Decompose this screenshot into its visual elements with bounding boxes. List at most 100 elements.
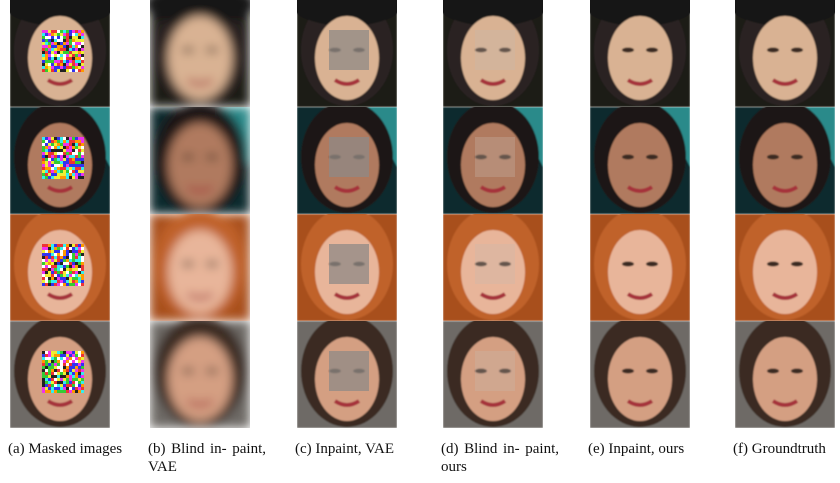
noise (48, 369, 51, 372)
noise (48, 60, 51, 63)
noise (63, 143, 66, 146)
noise (69, 45, 72, 48)
noise (51, 381, 54, 384)
face-body (735, 107, 835, 214)
face-body (150, 214, 250, 321)
noise (60, 149, 63, 152)
noise (57, 280, 60, 283)
noise (75, 280, 78, 283)
mouth (46, 292, 74, 300)
noise (48, 54, 51, 57)
noise (48, 158, 51, 161)
noise (42, 137, 45, 140)
noise (81, 140, 84, 143)
noise (81, 36, 84, 39)
noise (57, 33, 60, 36)
noise (78, 256, 81, 259)
noise (42, 173, 45, 176)
noise (60, 283, 63, 286)
noise (66, 360, 69, 363)
noise (60, 384, 63, 387)
noise (75, 265, 78, 268)
eye (622, 368, 634, 374)
noise (78, 250, 81, 253)
skin (168, 123, 232, 207)
noise (48, 173, 51, 176)
noise (45, 45, 48, 48)
face (10, 0, 110, 107)
noise (42, 357, 45, 360)
noise (72, 363, 75, 366)
face-body (735, 0, 835, 107)
noise (78, 69, 81, 72)
face-image (150, 214, 250, 321)
noise (72, 149, 75, 152)
noise (48, 42, 51, 45)
skin (753, 16, 817, 100)
gray-patch (329, 30, 369, 70)
noise (81, 369, 84, 372)
noise (78, 152, 81, 155)
eye (206, 154, 218, 160)
face (590, 107, 690, 214)
noise (75, 42, 78, 45)
noise (75, 33, 78, 36)
noise (42, 66, 45, 69)
noise (75, 259, 78, 262)
mouth (46, 185, 74, 193)
noise (42, 57, 45, 60)
noise (72, 143, 75, 146)
noise (72, 146, 75, 149)
noise (63, 268, 66, 271)
noise (78, 30, 81, 33)
noise (66, 369, 69, 372)
noise (69, 369, 72, 372)
gray-patch (329, 244, 369, 284)
noise (63, 51, 66, 54)
noise (63, 265, 66, 268)
noise (81, 33, 84, 36)
noise (75, 143, 78, 146)
noise (63, 176, 66, 179)
noise (48, 253, 51, 256)
noise (54, 69, 57, 72)
noise (63, 30, 66, 33)
noise (72, 253, 75, 256)
noise (51, 173, 54, 176)
noise (75, 137, 78, 140)
noise (72, 375, 75, 378)
noise (57, 158, 60, 161)
noise (78, 354, 81, 357)
noise (69, 268, 72, 271)
noise (42, 378, 45, 381)
noise (54, 369, 57, 372)
face-image (735, 321, 835, 428)
face-image (590, 321, 690, 428)
noise (51, 256, 54, 259)
noise (54, 375, 57, 378)
face (735, 0, 835, 107)
noise (78, 387, 81, 390)
noise (57, 390, 60, 393)
noise (54, 244, 57, 247)
noise (51, 36, 54, 39)
noise (78, 262, 81, 265)
noise (60, 247, 63, 250)
noise (69, 384, 72, 387)
face-image (150, 0, 250, 107)
noise (51, 146, 54, 149)
noise (66, 57, 69, 60)
noise (45, 161, 48, 164)
mouth (333, 292, 361, 300)
noise (45, 140, 48, 143)
noise (45, 247, 48, 250)
noise (66, 137, 69, 140)
noise (48, 36, 51, 39)
noise (66, 274, 69, 277)
noise (45, 51, 48, 54)
noise (45, 146, 48, 149)
mouth (46, 399, 74, 407)
noise (78, 384, 81, 387)
noise (78, 33, 81, 36)
skin (608, 16, 672, 100)
